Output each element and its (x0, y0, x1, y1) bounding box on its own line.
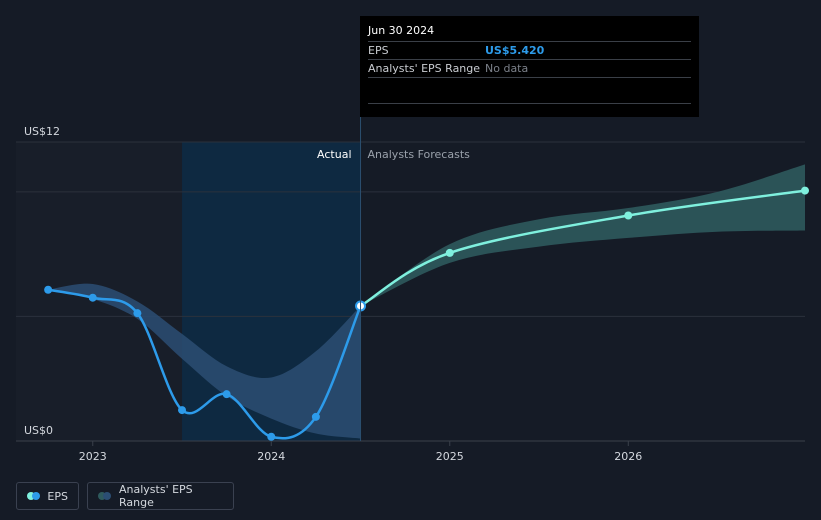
actual-eps-point (178, 406, 187, 415)
legend-range[interactable]: Analysts' EPS Range (87, 482, 234, 510)
y-tick-label: US$0 (24, 424, 53, 437)
tooltip-range-label: Analysts' EPS Range (368, 62, 481, 75)
forecast-eps-line (359, 189, 807, 308)
y-axis-labels: US$12 US$0 (24, 125, 60, 437)
forecast-eps-point (801, 186, 809, 195)
legend-eps[interactable]: EPS (16, 482, 79, 510)
actual-eps-point (133, 309, 142, 318)
tooltip-eps-label: EPS (368, 44, 389, 57)
actual-eps-point (267, 432, 276, 441)
x-tick-label: 2025 (436, 450, 464, 463)
actual-eps-point (88, 293, 97, 302)
forecast-eps-point (624, 211, 633, 220)
tooltip-row-eps: EPS US$5.420 (368, 42, 691, 60)
eps-points (44, 186, 809, 441)
y-tick-label: US$12 (24, 125, 60, 138)
gridlines (16, 141, 805, 442)
range-legend-icon (98, 492, 111, 500)
actual-eps-point (311, 412, 320, 421)
eps-legend-icon (27, 492, 40, 500)
x-tick-label: 2023 (79, 450, 107, 463)
forecast-eps-range-band (360, 164, 805, 306)
tooltip: Jun 30 2024 EPS US$5.420 Analysts' EPS R… (360, 16, 699, 117)
eps-range-bands (48, 164, 805, 439)
forecast-eps-point (445, 248, 454, 257)
tooltip-eps-value: US$5.420 (485, 44, 545, 57)
tooltip-range-value: No data (485, 62, 529, 75)
tooltip-date: Jun 30 2024 (368, 16, 691, 42)
legend-eps-label: EPS (47, 489, 68, 503)
tooltip-row-range: Analysts' EPS Range No data (368, 60, 691, 78)
x-axis-labels: 2023 2024 2025 2026 (79, 441, 642, 463)
analysts-forecasts-label: Analysts Forecasts (368, 148, 471, 161)
actual-eps-range-band (48, 283, 361, 439)
x-tick-label: 2026 (614, 450, 642, 463)
actual-eps-point (44, 285, 53, 294)
tooltip-spacer (368, 78, 691, 104)
actual-eps-point (222, 390, 231, 399)
actual-label: Actual (317, 148, 351, 161)
legend-range-label: Analysts' EPS Range (119, 483, 193, 509)
x-tick-label: 2024 (257, 450, 285, 463)
